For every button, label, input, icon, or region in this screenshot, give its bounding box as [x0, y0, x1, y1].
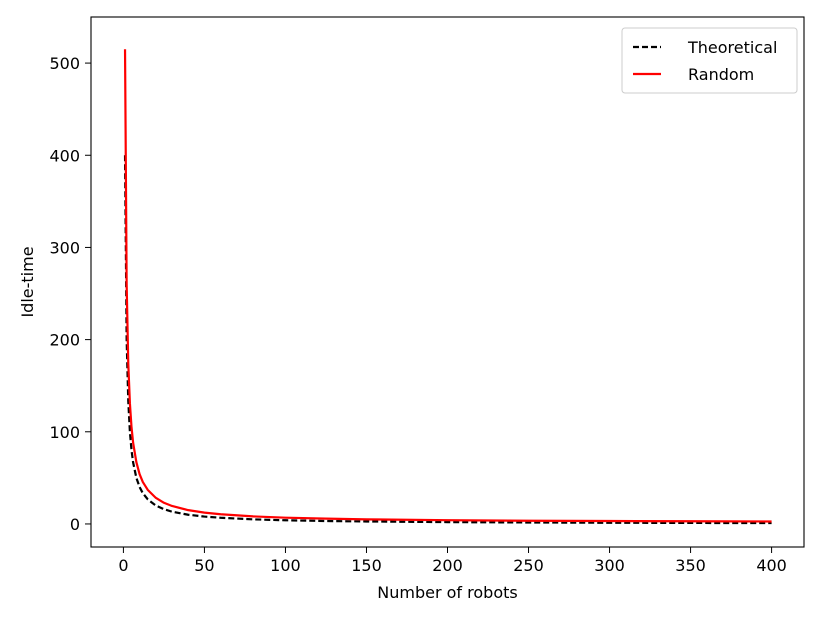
y-tick-label: 100 [49, 423, 80, 442]
x-tick-label: 250 [513, 556, 544, 575]
legend-label-theoretical: Theoretical [687, 38, 777, 57]
x-axis-label: Number of robots [377, 583, 517, 602]
series-layer [123, 49, 772, 525]
series-line-theoretical [123, 155, 772, 525]
series-line-random [123, 49, 772, 523]
x-axis-ticks: 0 50 100 150 200 250 300 350 400 [118, 547, 787, 575]
legend-label-random: Random [688, 65, 754, 84]
x-tick-label: 100 [270, 556, 301, 575]
plot-area [91, 17, 804, 547]
x-tick-label: 300 [594, 556, 625, 575]
plot-frame [90, 16, 805, 548]
y-axis-ticks: 0 100 200 300 400 500 [49, 54, 91, 534]
x-tick-label: 50 [194, 556, 214, 575]
legend-box [621, 27, 798, 94]
x-tick-label: 350 [675, 556, 706, 575]
y-tick-label: 500 [49, 54, 80, 73]
y-tick-label: 200 [49, 331, 80, 350]
x-tick-label: 400 [756, 556, 787, 575]
legend: Theoretical Random [621, 27, 798, 94]
y-tick-label: 400 [49, 146, 80, 165]
y-tick-label: 0 [70, 515, 80, 534]
y-axis-label: Idle-time [18, 246, 37, 317]
y-tick-label: 300 [49, 238, 80, 257]
x-tick-label: 200 [432, 556, 463, 575]
x-tick-label: 0 [118, 556, 128, 575]
x-tick-label: 150 [351, 556, 382, 575]
